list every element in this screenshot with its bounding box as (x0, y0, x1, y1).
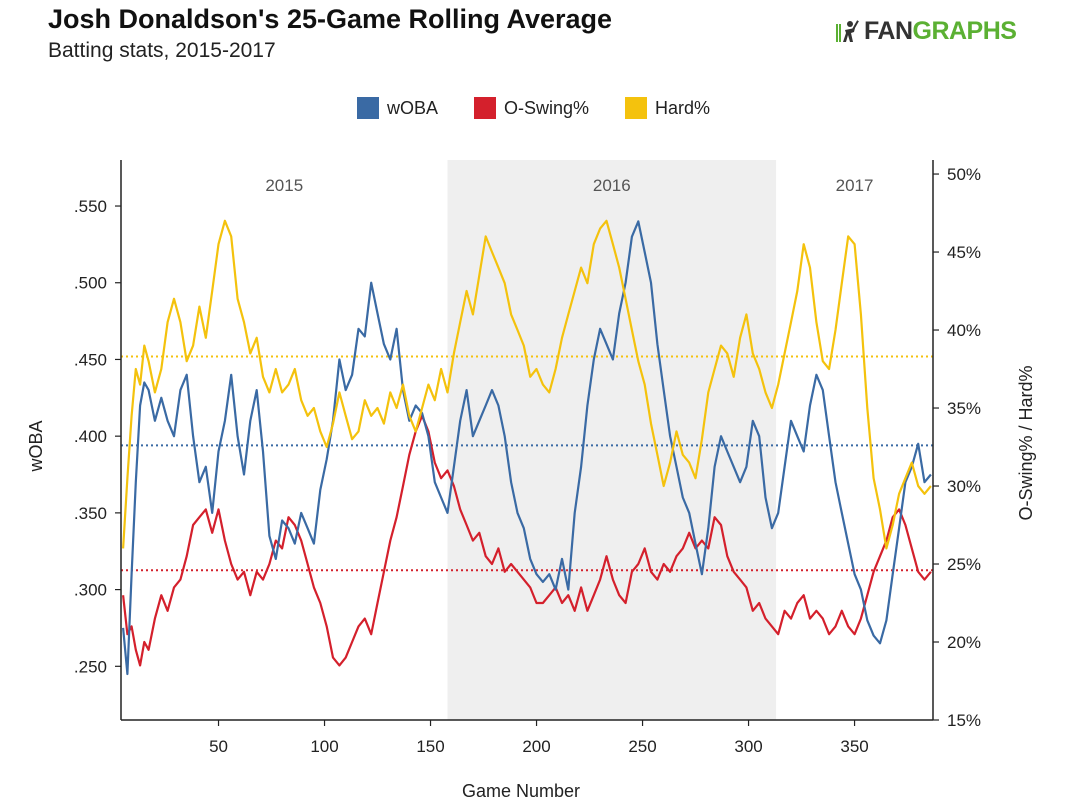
y-right-tick-label: 25% (947, 555, 981, 574)
y-left-tick-label: .500 (74, 274, 107, 293)
y-axis-title-left: wOBA (26, 420, 46, 472)
season-label-2017: 2017 (836, 176, 874, 195)
season-label-2016: 2016 (593, 176, 631, 195)
chart-subtitle: Batting stats, 2015-2017 (48, 39, 276, 62)
x-tick-label-100: 100 (310, 737, 338, 756)
x-tick-label-250: 250 (628, 737, 656, 756)
y-left-tick-label: .400 (74, 427, 107, 446)
y-left-tick-label: .300 (74, 581, 107, 600)
y-right-tick-label: 20% (947, 633, 981, 652)
x-axis-title: Game Number (462, 781, 580, 801)
batter-logo-icon (836, 20, 859, 42)
fangraphs-logo: FAN GRAPHS (836, 16, 1017, 46)
legend-label-woba: wOBA (386, 97, 438, 118)
legend-item-woba: wOBA (356, 97, 438, 119)
y-axis-title-right: O-Swing% / Hard% (1016, 365, 1036, 520)
logo-text-fan: FAN (864, 16, 913, 45)
logo-text-graphs: GRAPHS (912, 16, 1017, 45)
x-tick-label-300: 300 (734, 737, 762, 756)
legend: wOBA O-Swing% Hard% (0, 97, 1067, 119)
y-left-tick-label: .350 (74, 504, 107, 523)
season-labels: 2015 2016 2017 (265, 176, 873, 195)
chart-title: Josh Donaldson's 25-Game Rolling Average (48, 4, 613, 34)
x-tick-label-150: 150 (416, 737, 444, 756)
season-label-2015: 2015 (265, 176, 303, 195)
y-right-tick-label: 35% (947, 399, 981, 418)
x-tick-label-200: 200 (522, 737, 550, 756)
legend-swatch-oswing (473, 97, 496, 119)
x-tick-label-50: 50 (209, 737, 228, 756)
axes (120, 160, 934, 721)
y-right-tick-label: 30% (947, 477, 981, 496)
legend-item-hard: Hard% (625, 97, 710, 119)
x-tick-label-350: 350 (840, 737, 868, 756)
series-lines (122, 219, 932, 676)
y-right-tick-label: 40% (947, 321, 981, 340)
legend-item-oswing: O-Swing% (473, 97, 589, 119)
tick-labels: 50 100 150 200 250 300 350 .250 .300 .350 .400 .450… (74, 165, 981, 756)
series-line-hard (122, 219, 932, 550)
series-line-woba (122, 220, 932, 676)
series-line-o-swing (122, 414, 932, 667)
legend-swatch-woba (356, 97, 379, 119)
y-right-tick-label: 15% (947, 711, 981, 730)
y-left-tick-label: .250 (74, 657, 107, 676)
y-left-tick-label: .550 (74, 197, 107, 216)
season-shade-2016 (447, 160, 777, 720)
legend-label-oswing: O-Swing% (503, 97, 589, 118)
y-right-tick-label: 50% (947, 165, 981, 184)
season-shading (447, 160, 777, 720)
y-right-tick-label: 45% (947, 243, 981, 262)
legend-label-hard: Hard% (655, 97, 711, 118)
legend-swatch-hard (625, 97, 647, 119)
y-left-tick-label: .450 (74, 350, 107, 369)
